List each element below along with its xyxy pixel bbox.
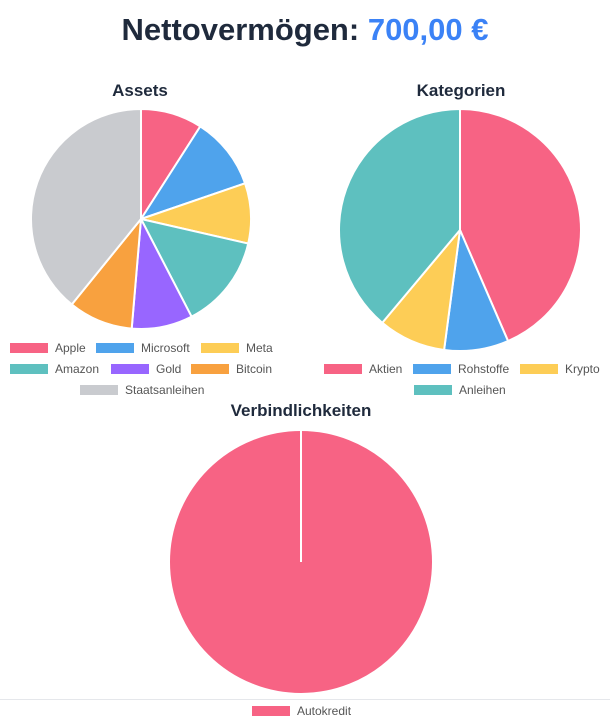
pie-slice-anleihen[interactable] [338,108,461,324]
legend-label: Krypto [565,362,600,376]
net-worth-heading: Nettovermögen: 700,00 € [0,10,610,50]
legend-row: Staatsanleihen [0,383,610,397]
net-worth-label: Nettovermögen: [121,12,360,47]
legend-swatch [201,343,239,353]
kategorien-chart-title: Kategorien [416,81,506,100]
net-worth-value: 700,00 € [367,12,489,47]
legend-label: Aktien [369,362,403,376]
legend-swatch [80,385,118,395]
legend-label: Meta [246,341,273,355]
legend-swatch [324,364,362,374]
legend-swatch [252,706,290,716]
legend-swatch [414,385,452,395]
legend-row: Autokredit [0,704,610,718]
chart-divider [0,699,610,700]
pie-slice-amazon[interactable] [140,218,250,318]
pie-slice-aktien[interactable] [459,108,582,343]
legend-swatch [191,364,229,374]
legend-swatch [10,343,48,353]
pie-slice-staatsanleihen[interactable] [30,108,142,306]
legend-label: Microsoft [141,341,190,355]
legend-label: Anleihen [459,383,506,397]
legend-swatch [520,364,558,374]
legend-row: Apple Microsoft Meta [0,341,610,355]
legend-swatch [111,364,149,374]
legend-label: Staatsanleihen [125,383,205,397]
legend-row: Aktien Rohstoffe Krypto [0,362,610,376]
assets-chart-title: Assets [112,81,168,100]
legend-swatch [10,364,48,374]
legend-label: Rohstoffe [458,362,510,376]
legend-label: Amazon [55,362,100,376]
legend-label: Bitcoin [236,362,273,376]
legend-swatch [413,364,451,374]
legend-label: Apple [55,341,86,355]
legend-label: Autokredit [297,704,352,718]
legend-swatch [96,343,134,353]
legend-label: Gold [156,362,182,376]
pie-slice-microsoft[interactable] [140,125,247,220]
legend-row: Anleihen [0,383,610,397]
legend-row: Amazon Gold Bitcoin [0,362,610,376]
verbindlichkeiten-chart-title: Verbindlichkeiten [230,401,372,420]
